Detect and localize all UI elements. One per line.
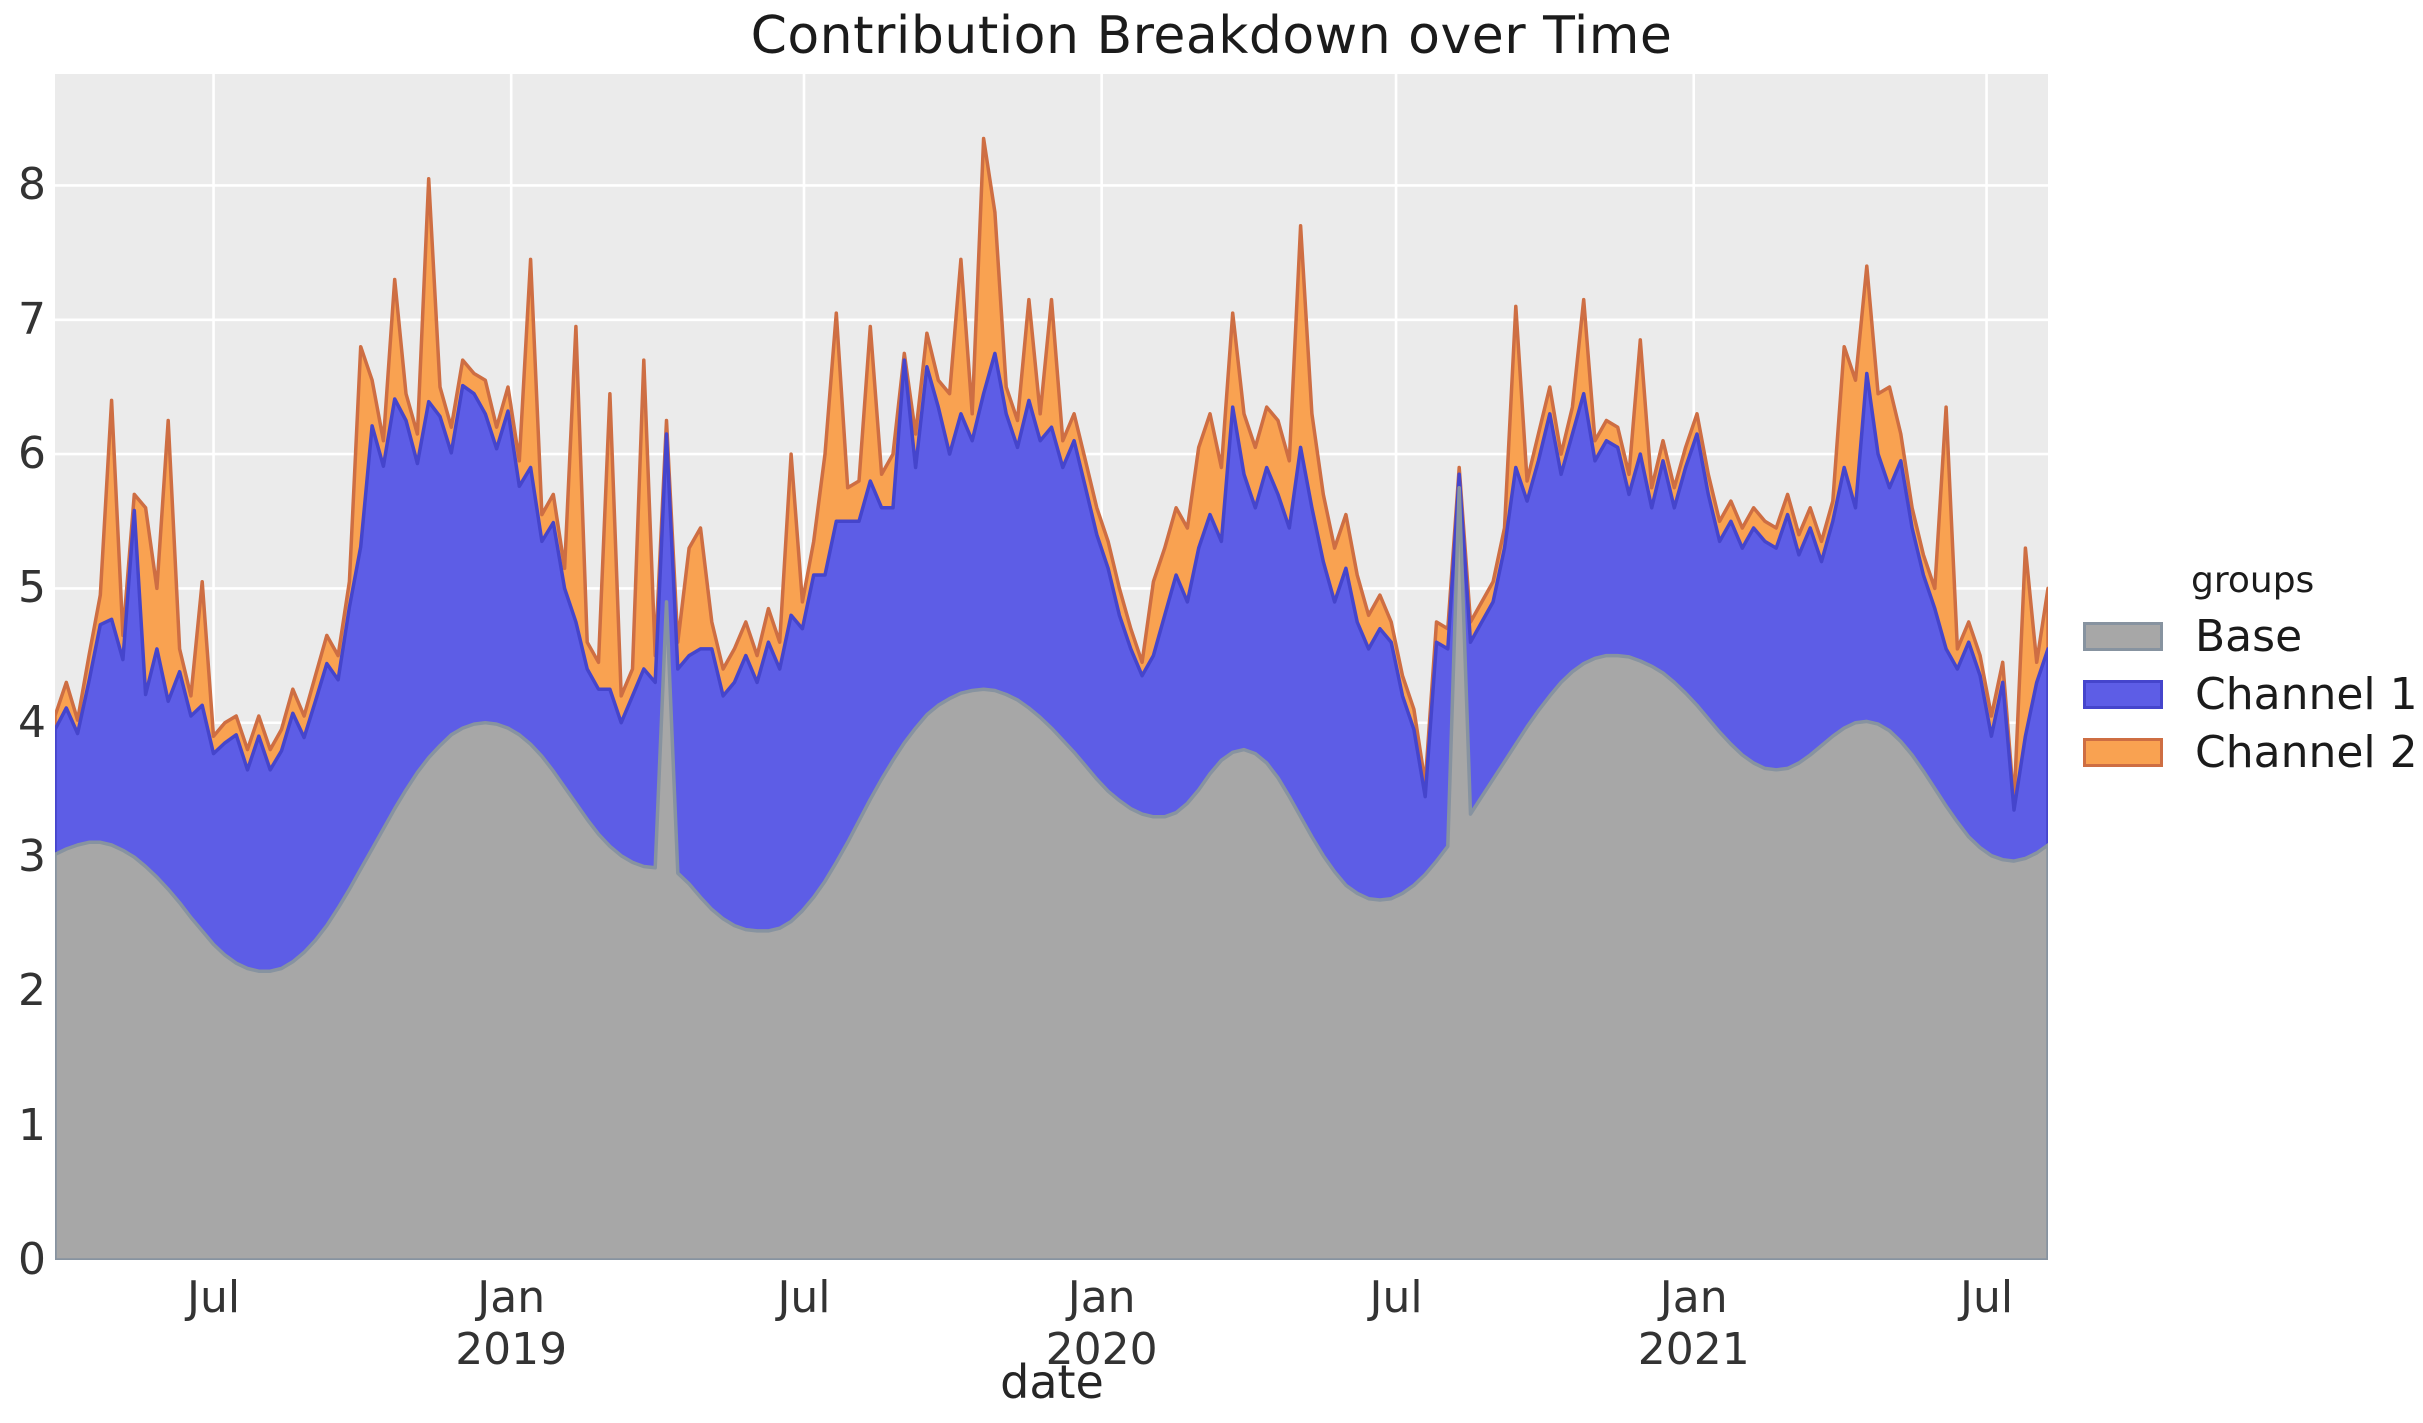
x-tick-month: Jan [1659, 1272, 1728, 1323]
y-tick-label: 2 [18, 965, 46, 1017]
legend-label-base: Base [2195, 610, 2303, 662]
y-tick-label: 3 [18, 831, 46, 883]
legend-title: groups [2191, 560, 2315, 601]
x-tick-month: Jan [1067, 1272, 1136, 1323]
x-tick-year: 2019 [455, 1323, 568, 1375]
x-tick-label: Jul [724, 1272, 884, 1324]
x-tick-label: Jul [1316, 1272, 1476, 1324]
y-tick-label: 1 [18, 1099, 46, 1151]
x-tick-year: 2021 [1637, 1323, 1750, 1375]
chart-title: Contribution Breakdown over Time [750, 6, 1673, 66]
x-tick-month: Jul [1369, 1272, 1423, 1323]
area-base [55, 485, 2048, 1260]
legend-label-channel-2: Channel 2 [2195, 726, 2418, 778]
x-axis-title: date [1000, 1355, 1104, 1409]
x-tick-label: Jan 2020 [1022, 1272, 1182, 1376]
y-tick-label: 4 [18, 696, 46, 748]
legend-entry-base: Base [2083, 611, 2418, 662]
x-tick-label: Jan 2019 [431, 1272, 591, 1376]
x-tick-year: 2020 [1045, 1323, 1158, 1375]
y-tick-label: 5 [18, 562, 46, 614]
legend-label-channel-1: Channel 1 [2195, 668, 2418, 720]
legend-key-channel-2-swatch [2083, 737, 2163, 767]
legend-entry-channel-1: Channel 1 [2083, 669, 2418, 720]
x-tick-month: Jul [186, 1272, 241, 1323]
x-tick-label: Jan 2021 [1614, 1272, 1774, 1376]
x-tick-month: Jan [477, 1272, 546, 1323]
legend-key-channel-1-swatch [2083, 679, 2163, 709]
legend-key-base-swatch [2083, 621, 2163, 651]
y-tick-label: 6 [18, 428, 46, 480]
legend-entry-channel-2: Channel 2 [2083, 727, 2418, 778]
y-tick-label: 0 [18, 1234, 46, 1285]
legend: groups Base Channel 1 Channel 2 [2083, 560, 2418, 789]
y-tick-label: 8 [18, 159, 46, 211]
x-tick-month: Jul [777, 1272, 831, 1323]
x-tick-label: Jul [1907, 1272, 2067, 1324]
x-tick-label: Jul [134, 1272, 294, 1324]
x-tick-month: Jul [1959, 1272, 2014, 1323]
y-tick-label: 7 [18, 293, 46, 345]
